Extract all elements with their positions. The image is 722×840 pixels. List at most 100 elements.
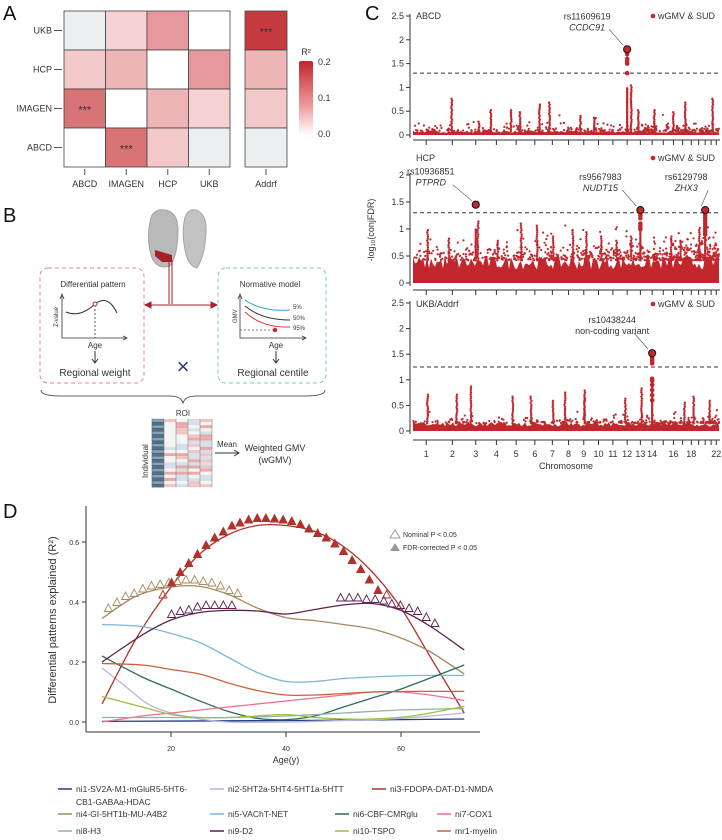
snp-point: [426, 407, 430, 411]
snp-point: [650, 128, 653, 131]
snp-point: [679, 256, 682, 260]
heatmap-cell: [63, 49, 106, 90]
snp-point: [476, 250, 479, 253]
snp-point: [505, 245, 508, 249]
nominal-triangle-marker: [129, 588, 139, 597]
snp-point: [488, 419, 491, 423]
snp-point: [414, 128, 418, 132]
snp-point: [426, 241, 430, 245]
snp-point: [653, 419, 656, 422]
snp-point: [583, 393, 586, 396]
centile-label: 50%: [293, 316, 306, 322]
snp-point: [496, 254, 499, 258]
snp-point: [477, 120, 480, 123]
series-line: [101, 662, 465, 697]
snp-point: [624, 411, 627, 415]
peak-marker-icon: [92, 301, 98, 307]
legend-label: wGMV & SUD: [657, 299, 716, 309]
manhattan-panel: 0 0.5 1 1.5 2 2.5 ABCD wGMV & SUD rs11609619CCDC…: [391, 11, 721, 459]
snp-point: [509, 128, 513, 131]
snp-point: [548, 114, 551, 118]
snp-point: [623, 415, 627, 419]
snp-point: [692, 401, 695, 405]
snp-point: [434, 258, 437, 261]
nominal-triangle-marker: [215, 580, 226, 590]
snp-point: [478, 422, 481, 425]
snp-point: [468, 253, 471, 256]
snp-point: [674, 129, 677, 132]
snp-point: [458, 421, 461, 424]
snp-point: [505, 241, 508, 244]
snp-point: [546, 247, 549, 250]
fdr-triangle-marker: [321, 532, 331, 542]
matrix-cell: [151, 465, 165, 469]
snp-point: [630, 114, 633, 118]
matrix-cell: [151, 443, 165, 448]
snp-point: [450, 122, 453, 125]
snp-point: [711, 112, 714, 116]
snp-point: [633, 128, 636, 131]
snp-point: [624, 403, 627, 407]
nominal-triangle-marker: [218, 600, 229, 609]
snp-point: [646, 124, 650, 128]
snp-point: [615, 256, 619, 260]
snp-point: [698, 259, 701, 262]
snp-point: [698, 231, 701, 234]
snp-point: [521, 255, 525, 258]
snp-point: [702, 232, 708, 237]
matrix-cell: [151, 421, 165, 426]
matrix-cell: [188, 446, 200, 450]
snp-point: [682, 422, 686, 425]
legend-label: ni3-FDOPA-DAT-D1-NMDA: [390, 784, 493, 794]
nominal-triangle-marker: [381, 589, 392, 599]
snp-point: [692, 405, 695, 409]
snp-point: [708, 403, 712, 407]
snp-point: [646, 416, 649, 419]
regional-centile-label: Regional centile: [237, 368, 309, 379]
fdr-triangle-marker: [287, 516, 297, 525]
snp-point: [469, 422, 472, 425]
snp-point: [631, 420, 634, 424]
snp-point: [426, 259, 429, 262]
snp-point: [650, 125, 653, 128]
snp-point: [717, 127, 720, 130]
snp-point: [659, 252, 662, 255]
snp-point: [588, 256, 591, 259]
snp-point: [414, 124, 417, 127]
snp-point: [434, 420, 437, 423]
snp-point: [653, 242, 657, 245]
snp-point: [630, 118, 633, 121]
snp-point: [693, 250, 696, 253]
snp-point: [531, 257, 535, 260]
snp-point: [599, 250, 603, 253]
snp-point: [518, 112, 522, 116]
snp-point: [536, 420, 539, 423]
snp-point: [440, 126, 443, 130]
snp-point: [525, 248, 528, 251]
snp-point: [538, 107, 541, 110]
snp-point: [519, 222, 522, 225]
snp-point: [615, 252, 618, 256]
snp-point: [706, 226, 710, 229]
line-x-label: Age(y): [273, 755, 300, 765]
snp-point: [476, 228, 479, 232]
snp-point: [426, 244, 429, 247]
snp-point: [412, 419, 415, 423]
snp-point: [629, 244, 632, 247]
snp-point: [622, 413, 625, 416]
snp-point: [466, 418, 469, 422]
matrix-cell: [151, 459, 165, 463]
snp-point: [600, 254, 603, 258]
snp-point: [469, 407, 472, 411]
snp-point: [590, 252, 593, 255]
snp-point: [511, 397, 514, 400]
snp-point: [711, 116, 715, 120]
snp-point: [548, 118, 552, 121]
snp-point: [551, 401, 554, 405]
snp-point: [455, 405, 458, 409]
snp-point: [593, 118, 596, 121]
snp-point: [662, 129, 665, 132]
nominal-triangle-marker: [344, 592, 354, 602]
legend-label: ni4-GI-5HT1b-MU-A4B2: [76, 809, 167, 819]
snp-point: [596, 122, 599, 126]
